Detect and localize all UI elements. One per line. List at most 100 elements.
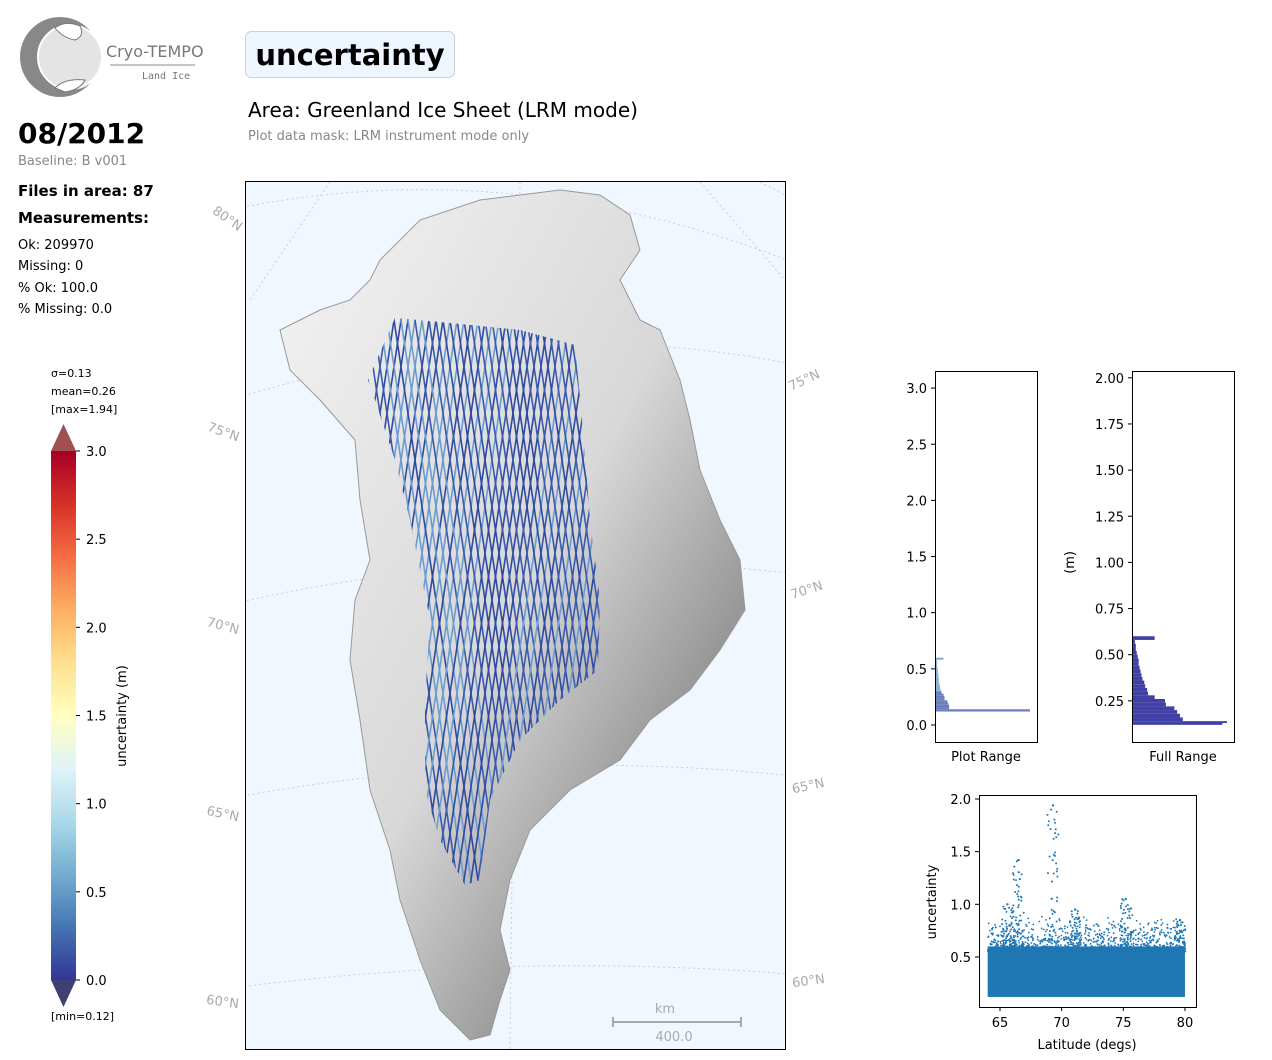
scatter-point bbox=[1124, 911, 1127, 914]
scatter-point bbox=[1070, 950, 1073, 953]
scatter-point bbox=[1066, 945, 1069, 948]
scatter-point bbox=[1124, 927, 1127, 930]
histogram-bar bbox=[1133, 723, 1223, 725]
scatter-point bbox=[1159, 930, 1162, 933]
scatter-point bbox=[1030, 942, 1033, 944]
histogram-bar bbox=[1133, 665, 1140, 670]
scatter-point bbox=[1110, 946, 1113, 949]
scatter-point bbox=[1171, 943, 1174, 946]
colorbar-extend-max bbox=[51, 424, 76, 451]
scatter-point bbox=[1012, 904, 1015, 907]
scatter-point bbox=[1128, 907, 1131, 910]
lat-label-right: 75°N bbox=[786, 367, 822, 394]
scatter-point bbox=[993, 941, 996, 944]
scatter-point bbox=[1076, 945, 1079, 948]
scatter-point bbox=[1038, 948, 1041, 951]
scatter-point bbox=[1041, 940, 1044, 943]
scatter-point bbox=[1134, 929, 1137, 931]
scatter-point bbox=[1178, 940, 1181, 943]
scatter-point bbox=[1110, 944, 1112, 947]
scatter-point bbox=[1166, 945, 1168, 948]
scatter-point bbox=[1071, 915, 1074, 918]
scatter-point bbox=[1085, 919, 1088, 922]
scatter-point bbox=[1183, 942, 1186, 945]
scatter-point bbox=[1153, 926, 1156, 929]
scatter-point bbox=[1050, 808, 1053, 811]
scatter-point bbox=[1111, 923, 1113, 926]
histogram-bar bbox=[936, 668, 938, 672]
lat-label-right: 65°N bbox=[791, 776, 826, 797]
scatter-point bbox=[1154, 945, 1157, 947]
scatter-point bbox=[1048, 855, 1051, 858]
scatter-point bbox=[1147, 946, 1150, 948]
scatter-point bbox=[1114, 926, 1117, 929]
scatter-point bbox=[1032, 937, 1034, 940]
scatter-point bbox=[1048, 917, 1051, 920]
scatter-point bbox=[1040, 948, 1043, 951]
track-descending bbox=[446, 318, 538, 885]
axes-frame bbox=[1132, 371, 1235, 743]
scatter-point bbox=[1056, 867, 1059, 870]
scatter-point bbox=[1174, 935, 1177, 938]
scatter-point bbox=[1141, 935, 1144, 937]
scatter-point bbox=[1018, 919, 1021, 922]
scatter-point bbox=[1046, 939, 1049, 942]
scatter-point bbox=[1123, 922, 1126, 925]
scatter-point bbox=[1150, 946, 1152, 949]
scatter-point bbox=[1083, 948, 1086, 951]
y-tick-label: 0.50 bbox=[1095, 649, 1124, 664]
scatter-point bbox=[1180, 931, 1183, 934]
scatter-point bbox=[1096, 947, 1099, 950]
scatter-point bbox=[1064, 931, 1067, 934]
scatter-point bbox=[1103, 933, 1105, 936]
scatter-point bbox=[1166, 943, 1169, 946]
scatter-point bbox=[1017, 858, 1020, 862]
scatter-point bbox=[1009, 930, 1011, 933]
scatter-point bbox=[1070, 910, 1073, 913]
scatter-point bbox=[1012, 878, 1015, 881]
scatter-point bbox=[1112, 938, 1115, 941]
scatter-point bbox=[1041, 915, 1043, 918]
scatter-point bbox=[1141, 940, 1144, 943]
scatter-point bbox=[1074, 925, 1077, 928]
scatter-point bbox=[993, 938, 995, 941]
scatter-point bbox=[1078, 916, 1081, 919]
scatter-point bbox=[1000, 944, 1002, 947]
scatter-point bbox=[1180, 946, 1183, 949]
scatter-point bbox=[1057, 944, 1060, 947]
scatter-point bbox=[1134, 943, 1137, 946]
histogram-bar bbox=[1133, 636, 1155, 640]
scatter-point bbox=[1065, 949, 1068, 952]
logo-subtitle: Land Ice bbox=[142, 71, 190, 82]
scatter-point bbox=[1069, 946, 1072, 949]
scatter-point bbox=[1098, 929, 1101, 932]
scatter-point bbox=[1107, 931, 1110, 934]
y-tick-label: 1.0 bbox=[950, 898, 971, 913]
scatter-point bbox=[1183, 950, 1186, 953]
scatter-point bbox=[1093, 940, 1096, 943]
scatter-point bbox=[1033, 947, 1036, 949]
y-tick-label: 3.0 bbox=[906, 382, 927, 397]
scatter-point bbox=[1106, 946, 1109, 949]
histogram-bar bbox=[936, 659, 937, 663]
scatter-point bbox=[1056, 936, 1059, 939]
scatter-point bbox=[1136, 950, 1138, 953]
scatter-point bbox=[993, 947, 995, 950]
scatter-point bbox=[1069, 924, 1072, 927]
page-title: uncertainty bbox=[255, 38, 444, 72]
x-tick-label: 70 bbox=[1053, 1016, 1070, 1031]
scatter-point bbox=[1058, 918, 1061, 920]
scatter-point bbox=[1057, 833, 1060, 836]
scatter-point bbox=[1023, 929, 1025, 931]
scatter-point bbox=[1002, 905, 1005, 908]
scatter-point bbox=[1112, 940, 1114, 943]
scatter-point bbox=[999, 942, 1002, 945]
scatter-point bbox=[1171, 949, 1174, 952]
scatter-point bbox=[1089, 942, 1092, 945]
stat-sigma: σ=0.13 bbox=[51, 367, 92, 380]
scatter-point bbox=[1084, 937, 1087, 939]
scatter-point bbox=[1035, 950, 1038, 953]
scatter-point bbox=[1088, 948, 1091, 951]
scatter-point bbox=[1012, 915, 1015, 918]
scatter-point bbox=[1078, 920, 1081, 923]
